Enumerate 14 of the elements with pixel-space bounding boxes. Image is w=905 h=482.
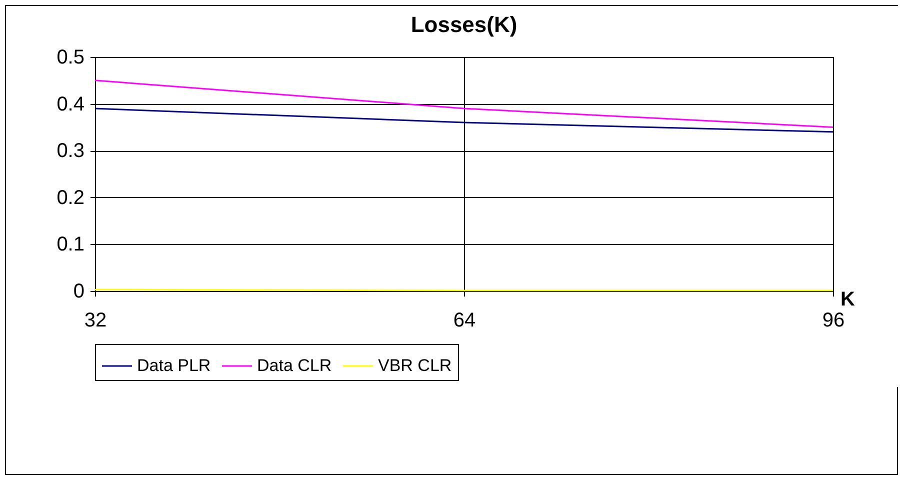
y-tick-label: 0.5	[56, 46, 84, 68]
y-tick-label: 0	[73, 280, 84, 302]
legend-label: VBR CLR	[378, 356, 452, 375]
x-axis-title: K	[840, 288, 856, 310]
y-tick-label: 0.4	[56, 93, 84, 116]
legend-label: Data PLR	[137, 356, 211, 375]
x-tick-label: 64	[453, 310, 476, 332]
x-tick-label: 96	[822, 310, 845, 332]
chart-title: Losses(K)	[410, 12, 518, 37]
y-tick-label: 0.1	[56, 234, 84, 256]
y-tick-label: 0.3	[56, 140, 84, 162]
x-tick-label: 32	[84, 310, 107, 332]
y-tick-label: 0.2	[56, 186, 84, 209]
legend-label: Data CLR	[257, 356, 332, 375]
